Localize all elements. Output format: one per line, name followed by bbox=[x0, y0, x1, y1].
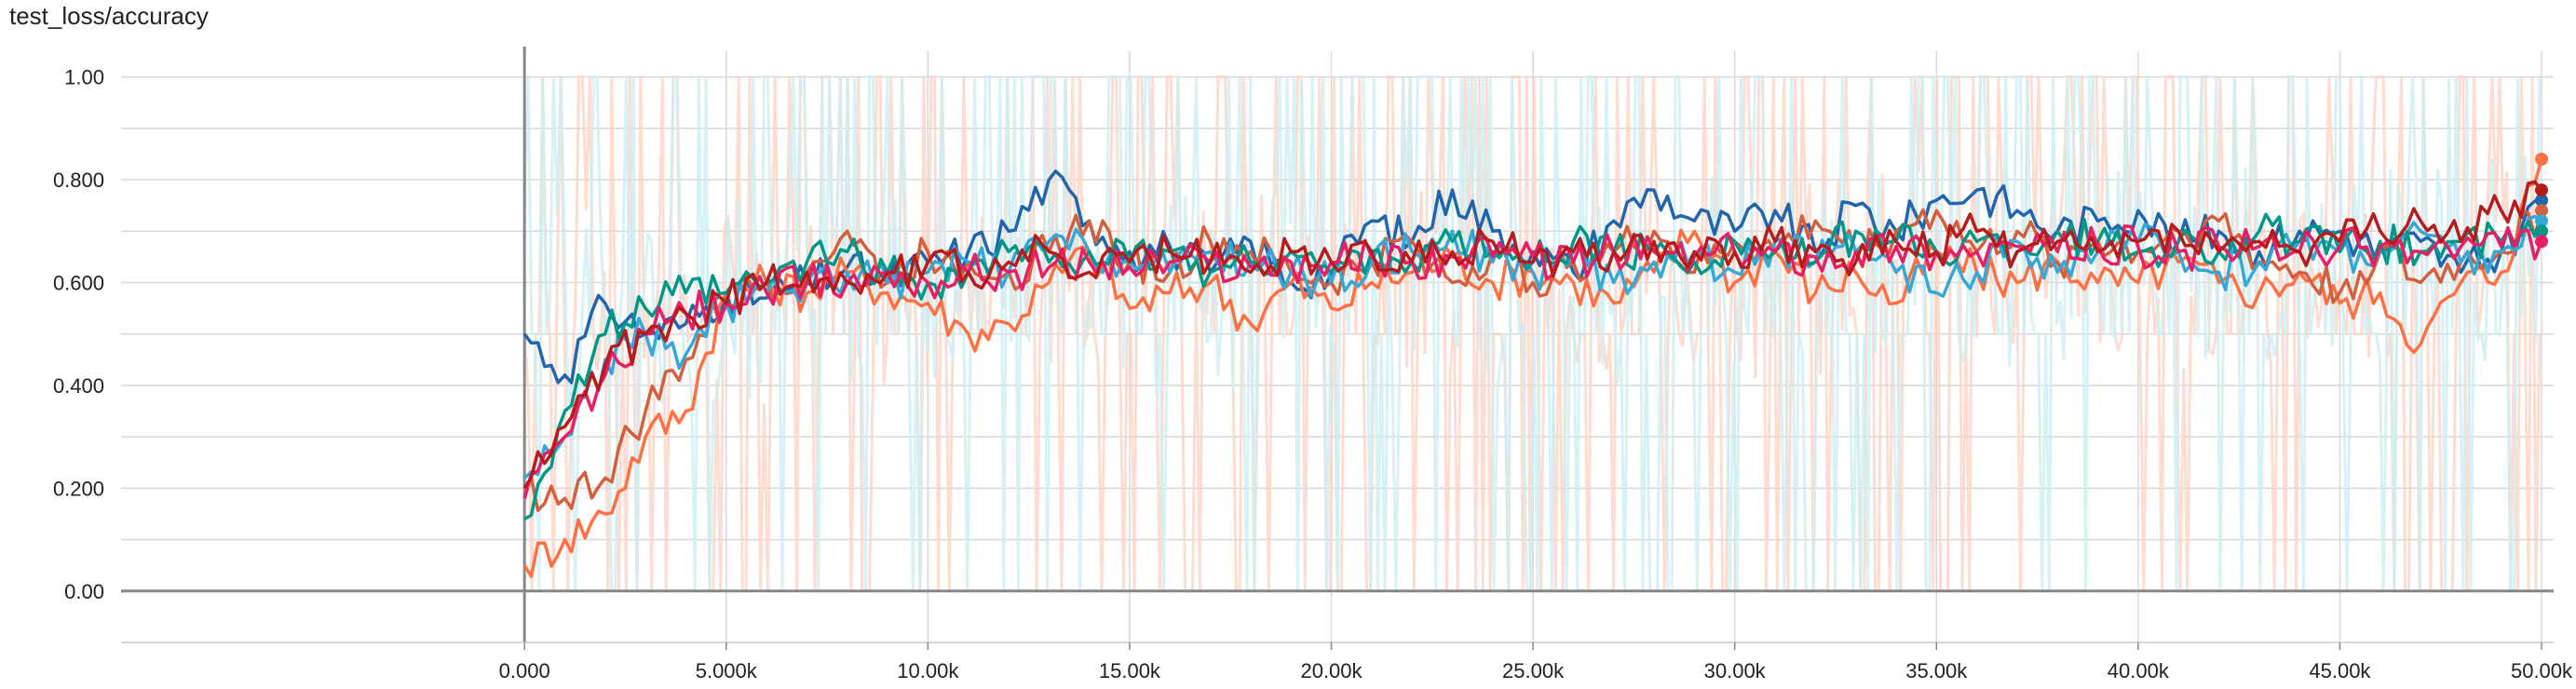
y-axis-ticks: 0.00 0.200 0.400 0.600 0.800 1.00 bbox=[53, 66, 104, 603]
end-markers bbox=[2535, 152, 2549, 249]
raw-data-band bbox=[522, 75, 2542, 593]
series-end-marker bbox=[2535, 152, 2549, 166]
axes bbox=[121, 47, 2554, 643]
y-tick-label: 0.00 bbox=[64, 580, 104, 603]
series-lines bbox=[522, 158, 2542, 578]
series-line bbox=[522, 224, 2542, 499]
series-end-marker bbox=[2535, 214, 2549, 228]
series-line bbox=[522, 208, 2542, 512]
series-end-marker bbox=[2535, 194, 2549, 208]
x-tick-label: 50.00k bbox=[2511, 659, 2573, 682]
x-tick-label: 40.00k bbox=[2108, 659, 2170, 682]
series-end-marker bbox=[2535, 235, 2549, 249]
x-tick-label: 15.00k bbox=[1099, 659, 1161, 682]
series-end-marker bbox=[2535, 183, 2549, 197]
raw-series-band bbox=[522, 75, 2542, 593]
x-tick-label: 0.000 bbox=[499, 659, 550, 682]
x-tick-label: 25.00k bbox=[1502, 659, 1565, 682]
series-line bbox=[522, 169, 2542, 385]
x-tick-label: 45.00k bbox=[2309, 659, 2371, 682]
y-tick-label: 0.400 bbox=[53, 374, 104, 398]
x-tick-label: 5.000k bbox=[696, 659, 758, 682]
x-axis-ticks: 0.000 5.000k 10.00k 15.00k 20.00k 25.00k 30.00… bbox=[499, 642, 2573, 682]
series-end-marker bbox=[2535, 224, 2549, 238]
y-tick-label: 0.600 bbox=[53, 271, 104, 294]
x-tick-label: 35.00k bbox=[1905, 659, 1968, 682]
x-tick-label: 30.00k bbox=[1704, 659, 1767, 682]
y-tick-label: 0.800 bbox=[53, 169, 104, 192]
y-tick-label: 0.200 bbox=[53, 477, 104, 500]
y-tick-label: 1.00 bbox=[64, 66, 104, 89]
chart-title: test_loss/accuracy bbox=[9, 2, 209, 30]
series-end-marker bbox=[2535, 204, 2549, 218]
x-tick-label: 10.00k bbox=[897, 659, 959, 682]
series-line bbox=[523, 214, 2542, 480]
x-tick-label: 20.00k bbox=[1300, 659, 1363, 682]
series-line bbox=[522, 180, 2542, 490]
